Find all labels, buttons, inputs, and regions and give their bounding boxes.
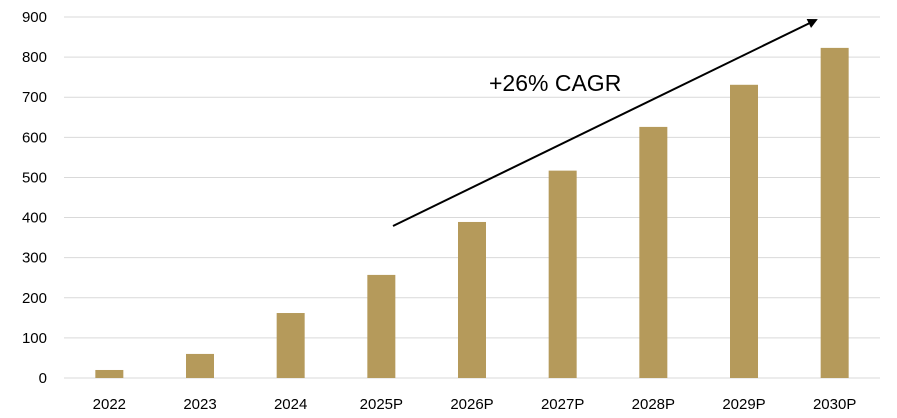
- y-tick-label: 400: [22, 210, 47, 227]
- x-axis: 2022 2023 2024 2025P 2026P 2027P 2028P 2029P 203…: [93, 396, 857, 413]
- bar-2022: [95, 369, 124, 378]
- x-tick-label: 2025P: [360, 396, 403, 413]
- y-tick-label: 100: [22, 330, 47, 347]
- bar-2027p: [548, 170, 577, 378]
- y-tick-label: 500: [22, 169, 47, 186]
- bar-2028p: [639, 126, 668, 378]
- x-tick-label: 2028P: [632, 396, 675, 413]
- y-tick-label: 0: [39, 370, 47, 387]
- y-tick-label: 600: [22, 129, 47, 146]
- trend-arrow: [392, 19, 818, 227]
- bar-2023: [186, 353, 214, 378]
- x-tick-label: 2022: [93, 396, 126, 413]
- bar-2024: [276, 313, 305, 378]
- gridlines: [64, 16, 880, 379]
- y-tick-label: 300: [22, 250, 47, 267]
- cagr-annotation: +26% CAGR: [392, 19, 818, 227]
- y-axis: 0 100 200 300 400 500 600 700 800 900: [22, 9, 47, 387]
- x-tick-label: 2030P: [813, 396, 856, 413]
- cagr-label: +26% CAGR: [489, 70, 621, 96]
- x-tick-label: 2024: [274, 396, 307, 413]
- y-tick-label: 900: [22, 9, 47, 26]
- y-tick-label: 700: [22, 89, 47, 106]
- bars: [95, 47, 849, 378]
- x-tick-label: 2027P: [541, 396, 584, 413]
- y-tick-label: 800: [22, 49, 47, 66]
- bar-2030p: [820, 47, 849, 378]
- x-tick-label: 2026P: [450, 396, 493, 413]
- bar-2025p: [367, 274, 396, 378]
- x-tick-label: 2023: [183, 396, 216, 413]
- bar-2029p: [730, 84, 758, 378]
- x-tick-label: 2029P: [722, 396, 765, 413]
- y-tick-label: 200: [22, 290, 47, 307]
- bar-2026p: [458, 221, 486, 378]
